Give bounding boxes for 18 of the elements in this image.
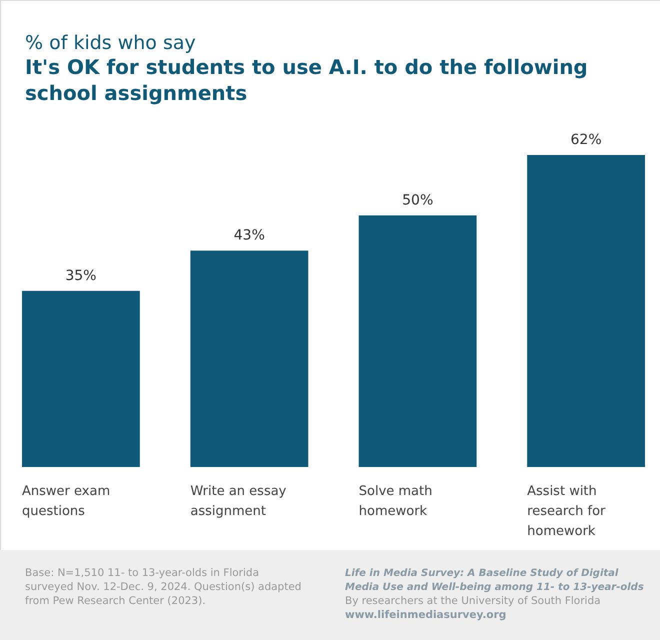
data-label: 50% [402, 192, 434, 208]
data-label: 62% [570, 132, 602, 148]
chart-subtitle: % of kids who say [25, 32, 196, 54]
x-tick-label: Write an essay assignment [190, 484, 287, 519]
x-tick-label: Solve math homework [358, 484, 432, 519]
text: Life in Media Survey: A Baseline Study of Digital Media Use and Well-being among 11- to 13-year-olds [345, 568, 644, 593]
bar [527, 155, 645, 467]
data-label: 43% [234, 228, 265, 244]
data-label: 35% [65, 268, 96, 284]
chart-title: It's OK for students to use A.I. to do the following school assignments [25, 55, 588, 105]
bar [358, 215, 477, 467]
x-tick-label: Answer exam questions [22, 484, 110, 519]
x-tick-label: Assist with research for homework [527, 484, 606, 539]
text: By researchers at the University of South Florida [345, 595, 601, 607]
bar [190, 250, 308, 467]
bar [22, 290, 140, 467]
text: www.lifeinmediasurvey.org [345, 609, 506, 621]
text: Base: N=1,510 11- to 13-year-olds in Florida surveyed Nov. 12-Dec. 9, 2024. Question(s) adapted from Pew Research Center (2023). [25, 567, 302, 607]
